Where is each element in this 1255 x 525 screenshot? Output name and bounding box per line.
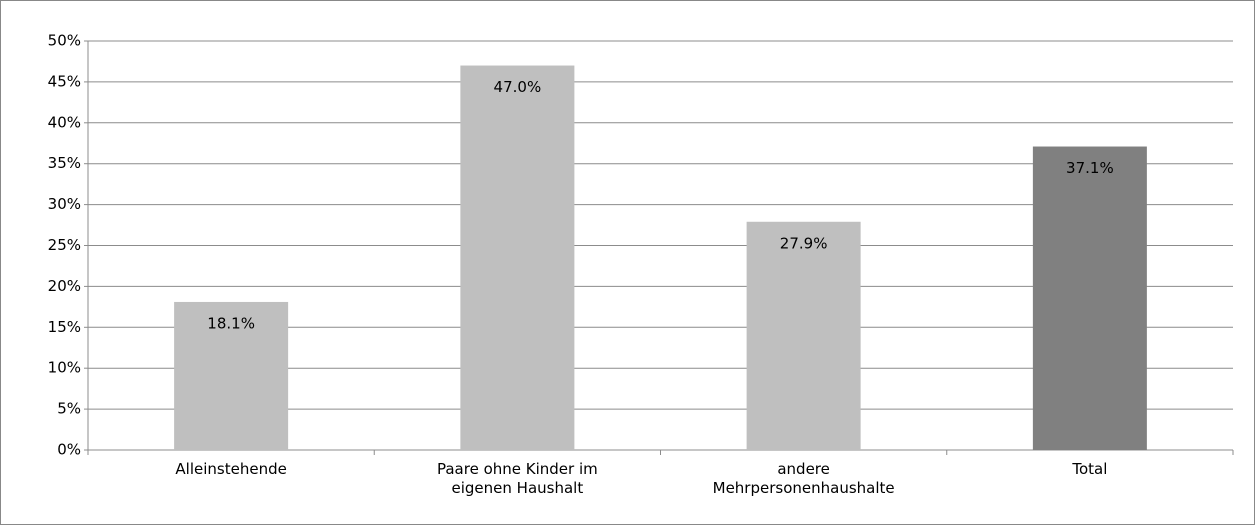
bar [746, 221, 861, 450]
data-label: 27.9% [780, 234, 828, 252]
x-tick-label: Paare ohne Kinder im eigenen Haushalt [436, 460, 598, 497]
data-label: 37.1% [1066, 159, 1114, 177]
bar [174, 301, 289, 450]
y-tick-label: 20% [48, 277, 81, 295]
y-tick-label: 10% [48, 359, 81, 377]
bar [1032, 146, 1147, 450]
y-tick-label: 5% [57, 400, 81, 418]
data-label: 47.0% [494, 78, 542, 96]
y-tick-label: 15% [48, 318, 81, 336]
bar [460, 65, 575, 450]
y-tick-label: 50% [48, 32, 81, 50]
y-tick-label: 35% [48, 154, 81, 172]
y-tick-label: 40% [48, 113, 81, 131]
y-tick-label: 25% [48, 236, 81, 254]
y-tick-label: 45% [48, 72, 81, 90]
x-tick-label: Alleinstehende [175, 460, 287, 478]
y-tick-label: 30% [48, 195, 81, 213]
x-tick-label: Total [1072, 460, 1108, 478]
data-label: 18.1% [207, 314, 255, 332]
y-tick-label: 0% [57, 441, 81, 459]
x-tick-label: andere Mehrpersonenhaushalte [712, 460, 895, 497]
